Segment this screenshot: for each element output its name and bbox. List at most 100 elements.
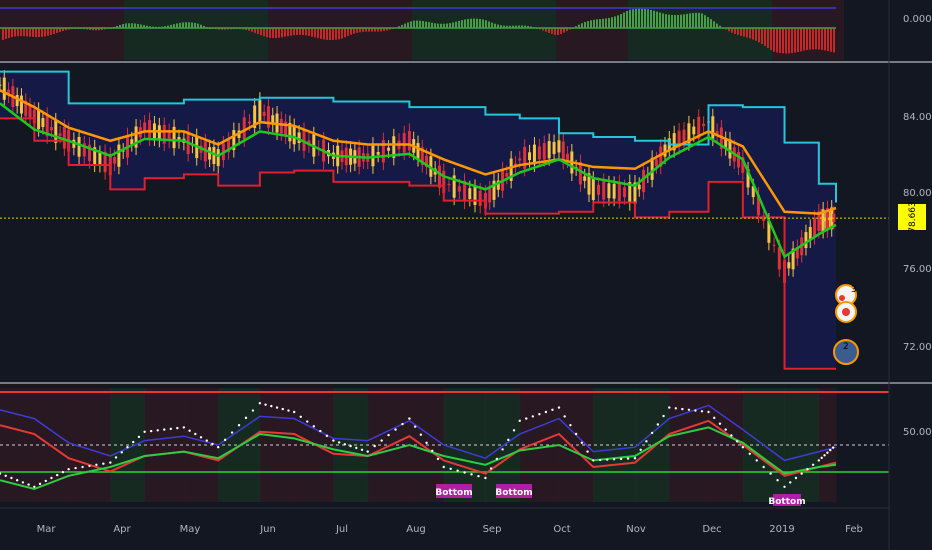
candle-body bbox=[561, 141, 565, 162]
bottom-label[interactable]: Bottom bbox=[495, 484, 533, 498]
hist-bar bbox=[686, 13, 688, 28]
candle-body bbox=[804, 232, 808, 249]
osc-dot bbox=[61, 470, 65, 474]
hist-bar bbox=[809, 28, 811, 50]
osc-dot bbox=[216, 446, 220, 449]
osc-dot bbox=[394, 428, 397, 431]
osc-dot bbox=[56, 473, 59, 477]
hist-bar bbox=[314, 28, 316, 38]
osc-dot bbox=[387, 433, 390, 437]
hist-bar bbox=[92, 28, 94, 31]
oscillator-panel[interactable] bbox=[0, 391, 889, 491]
osc-dot bbox=[325, 434, 329, 438]
x-tick-may: May bbox=[180, 524, 201, 535]
candle-body bbox=[2, 77, 6, 100]
osc-dot bbox=[449, 467, 452, 471]
candle-body bbox=[45, 114, 49, 137]
candle-body bbox=[737, 151, 741, 168]
candle-body bbox=[24, 100, 28, 117]
candle-body bbox=[442, 170, 446, 193]
osc-dot bbox=[741, 446, 745, 449]
osc-dot bbox=[484, 476, 487, 480]
event-badge-count: 2 bbox=[843, 342, 849, 352]
hist-bar bbox=[242, 28, 244, 30]
hist-bar bbox=[47, 28, 49, 36]
candle-body bbox=[642, 169, 646, 193]
hist-bar bbox=[8, 28, 10, 38]
price-panel[interactable] bbox=[0, 70, 889, 370]
osc-dot bbox=[258, 402, 262, 405]
hist-bar bbox=[377, 28, 379, 32]
candle-body bbox=[420, 147, 424, 166]
hist-bar bbox=[797, 28, 799, 53]
hist-bar bbox=[197, 23, 199, 28]
osc-dot bbox=[656, 423, 660, 426]
osc-dot bbox=[10, 476, 13, 480]
hist-bar bbox=[716, 23, 718, 28]
x-tick-feb: Feb bbox=[845, 524, 863, 535]
hist-bar bbox=[356, 28, 358, 33]
hist-bar bbox=[584, 22, 586, 28]
osc-shading-band bbox=[784, 388, 820, 502]
hist-bar bbox=[164, 26, 166, 28]
candle-body bbox=[463, 180, 467, 202]
hist-bar bbox=[146, 25, 148, 28]
hist-bar bbox=[461, 20, 463, 28]
osc-shading-band bbox=[183, 388, 219, 502]
event-badge[interactable] bbox=[835, 301, 857, 323]
hist-bar bbox=[203, 25, 205, 28]
hist-bar bbox=[581, 23, 583, 28]
x-axis[interactable]: Mar Apr May Jun Jul Aug Sep Oct Nov Dec … bbox=[37, 524, 863, 535]
osc-dot bbox=[531, 415, 535, 418]
hist-bar bbox=[248, 28, 250, 31]
hist-bar bbox=[398, 26, 400, 28]
hist-bar bbox=[500, 25, 502, 28]
osc-dot bbox=[137, 435, 141, 439]
candle-body bbox=[787, 262, 791, 269]
osc-dot bbox=[95, 463, 98, 466]
bottom-label[interactable]: Bottom bbox=[768, 494, 806, 507]
osc-dot bbox=[501, 448, 504, 451]
hist-bar bbox=[701, 13, 703, 28]
osc-dot bbox=[477, 474, 480, 478]
osc-dot bbox=[794, 476, 798, 480]
hist-bar bbox=[497, 24, 499, 28]
candle-body bbox=[623, 187, 627, 198]
hist-bar bbox=[812, 28, 814, 50]
candle-body bbox=[302, 129, 306, 151]
osc-dot bbox=[102, 462, 105, 465]
hist-bar bbox=[365, 28, 367, 32]
osc-dot bbox=[783, 485, 786, 488]
osc-dot bbox=[419, 433, 423, 436]
osc-dot bbox=[81, 465, 84, 469]
candle-body bbox=[513, 163, 517, 166]
osc-dot bbox=[735, 440, 739, 443]
osc-dot bbox=[730, 434, 733, 437]
osc-dot bbox=[820, 456, 823, 460]
candle-body bbox=[216, 149, 220, 167]
orange-average-line bbox=[0, 89, 837, 215]
candle-body bbox=[547, 141, 551, 159]
hist-bar bbox=[65, 28, 67, 31]
candle-body bbox=[121, 150, 125, 152]
candle-body bbox=[751, 186, 755, 198]
osc-dot bbox=[281, 407, 284, 411]
candle-body bbox=[492, 180, 496, 200]
histogram-panel[interactable] bbox=[0, 7, 836, 54]
osc-dot bbox=[120, 451, 123, 454]
candle-body bbox=[253, 105, 257, 128]
osc-dot bbox=[27, 483, 30, 486]
bottom-label[interactable]: Bottom bbox=[435, 484, 473, 498]
hist-bar bbox=[68, 28, 70, 30]
osc-shading-band bbox=[0, 388, 35, 502]
price-y-tick: 72.000 bbox=[903, 342, 932, 353]
hist-bar bbox=[707, 17, 709, 28]
hist-bar bbox=[782, 28, 784, 54]
hist-bar bbox=[704, 15, 706, 28]
osc-dot bbox=[806, 468, 809, 471]
hist-bar bbox=[335, 28, 337, 40]
event-badge[interactable]: 2 bbox=[833, 339, 859, 365]
osc-dot bbox=[507, 438, 510, 442]
hist-bar bbox=[281, 28, 283, 38]
x-tick-sep: Sep bbox=[483, 524, 502, 535]
